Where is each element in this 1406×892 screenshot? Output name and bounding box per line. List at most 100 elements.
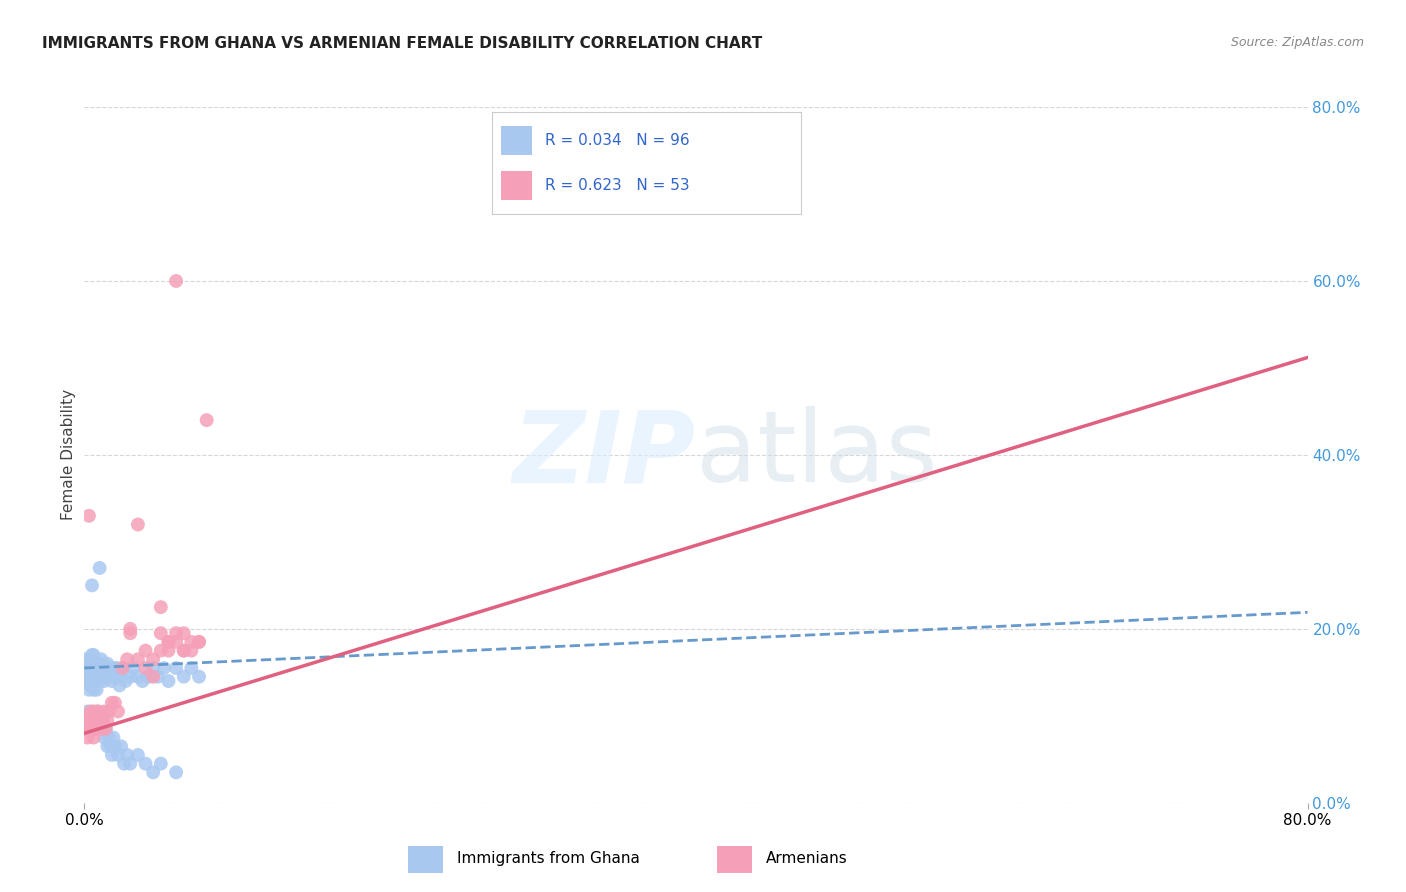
- Point: [165, 765, 187, 780]
- Point: [79, 713, 101, 727]
- Point: [93, 661, 115, 675]
- Point: [77, 661, 100, 675]
- Point: [76, 705, 98, 719]
- Point: [135, 756, 157, 771]
- Point: [84, 713, 107, 727]
- Point: [149, 600, 172, 615]
- Point: [77, 674, 100, 689]
- Point: [127, 652, 149, 666]
- Point: [79, 661, 101, 675]
- Point: [90, 652, 112, 666]
- Point: [120, 622, 142, 636]
- Point: [77, 670, 100, 684]
- Point: [80, 722, 103, 736]
- Point: [96, 739, 118, 754]
- Point: [188, 635, 211, 649]
- Point: [77, 508, 100, 523]
- Text: Immigrants from Ghana: Immigrants from Ghana: [457, 851, 640, 866]
- Point: [79, 674, 101, 689]
- Point: [93, 674, 115, 689]
- Point: [107, 670, 129, 684]
- Bar: [717, 847, 752, 873]
- Point: [89, 674, 111, 689]
- Point: [153, 661, 176, 675]
- Point: [91, 657, 114, 671]
- Y-axis label: Female Disability: Female Disability: [60, 389, 76, 521]
- Point: [173, 670, 195, 684]
- Point: [91, 713, 114, 727]
- Point: [84, 657, 107, 671]
- Point: [173, 626, 195, 640]
- Point: [80, 705, 103, 719]
- Point: [79, 713, 101, 727]
- Point: [75, 713, 97, 727]
- Point: [79, 705, 101, 719]
- Point: [84, 670, 107, 684]
- Point: [173, 643, 195, 657]
- Point: [142, 765, 165, 780]
- Point: [76, 713, 98, 727]
- Point: [91, 713, 114, 727]
- Point: [165, 274, 187, 288]
- Point: [83, 682, 105, 697]
- Point: [75, 670, 97, 684]
- Point: [115, 747, 138, 762]
- Point: [83, 674, 105, 689]
- Point: [89, 561, 111, 575]
- Text: Armenians: Armenians: [766, 851, 848, 866]
- Point: [115, 652, 138, 666]
- Point: [142, 670, 165, 684]
- Text: R = 0.623   N = 53: R = 0.623 N = 53: [544, 178, 689, 193]
- Point: [79, 678, 101, 692]
- Point: [84, 705, 107, 719]
- Bar: [502, 171, 533, 200]
- Point: [112, 756, 135, 771]
- Point: [107, 705, 129, 719]
- Point: [173, 643, 195, 657]
- Point: [80, 713, 103, 727]
- Point: [94, 722, 117, 736]
- Point: [97, 670, 120, 684]
- Point: [94, 722, 117, 736]
- Point: [120, 670, 142, 684]
- Point: [76, 657, 98, 671]
- Text: R = 0.034   N = 96: R = 0.034 N = 96: [544, 133, 689, 148]
- Point: [87, 670, 110, 684]
- Point: [108, 678, 131, 692]
- Point: [127, 670, 149, 684]
- Point: [94, 670, 117, 684]
- Point: [111, 661, 134, 675]
- Point: [188, 670, 211, 684]
- Point: [98, 661, 121, 675]
- Bar: [502, 126, 533, 154]
- Point: [80, 670, 103, 684]
- Point: [87, 705, 110, 719]
- Point: [195, 413, 218, 427]
- Point: [131, 674, 153, 689]
- Point: [80, 661, 103, 675]
- Point: [87, 657, 110, 671]
- Text: atlas: atlas: [696, 407, 938, 503]
- Point: [79, 665, 101, 680]
- Point: [157, 635, 180, 649]
- Point: [104, 696, 127, 710]
- Point: [86, 722, 108, 736]
- Point: [138, 670, 160, 684]
- Point: [110, 739, 132, 754]
- Point: [180, 661, 202, 675]
- Point: [142, 652, 165, 666]
- Point: [96, 657, 118, 671]
- Point: [107, 747, 129, 762]
- Point: [86, 674, 108, 689]
- Point: [149, 626, 172, 640]
- Point: [165, 635, 187, 649]
- Point: [122, 661, 145, 675]
- Point: [75, 722, 97, 736]
- Bar: [408, 847, 443, 873]
- Point: [93, 705, 115, 719]
- Point: [86, 661, 108, 675]
- Point: [75, 652, 97, 666]
- Point: [77, 682, 100, 697]
- Point: [96, 713, 118, 727]
- Point: [135, 661, 157, 675]
